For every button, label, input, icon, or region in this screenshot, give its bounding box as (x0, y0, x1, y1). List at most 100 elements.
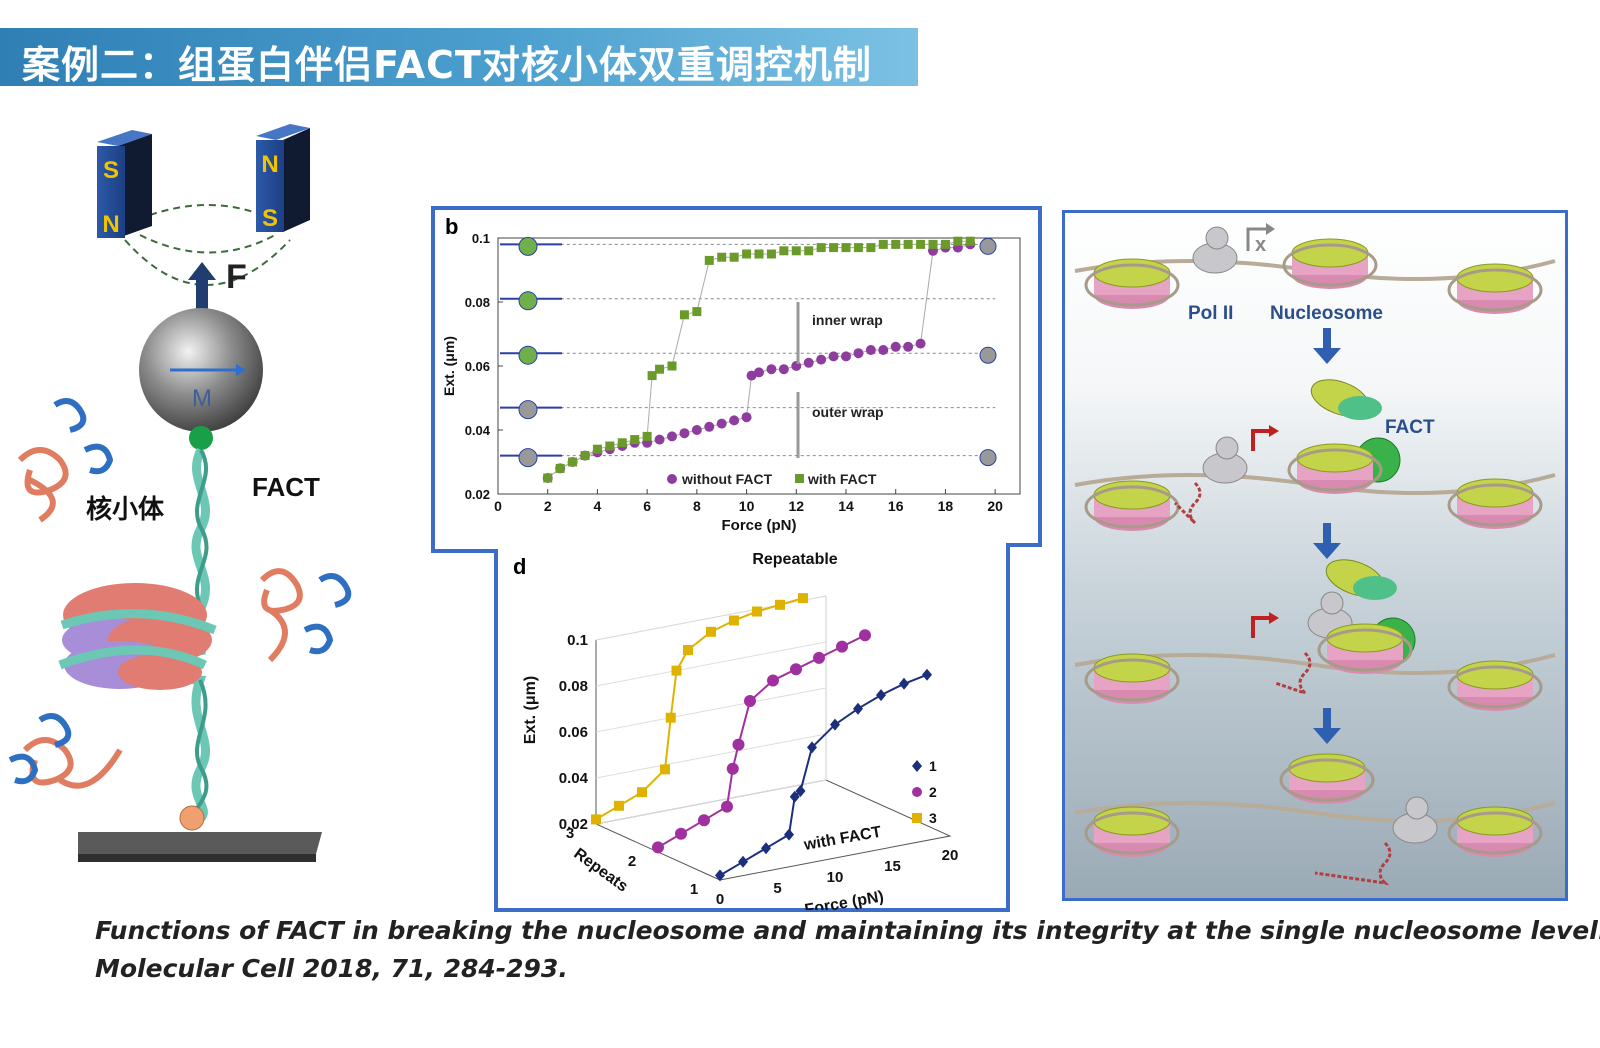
state-icon-b (979, 449, 997, 467)
tss-arrow (1251, 616, 1271, 638)
data-point-without-fact (878, 345, 889, 355)
step-arrow-head (1313, 348, 1341, 364)
nucleosome-r3b-top (1326, 623, 1404, 653)
fact-label: FACT (252, 472, 320, 502)
fact-subunit-2 (1353, 576, 1397, 600)
caption-line-2: Molecular Cell 2018, 71, 284-293. (95, 954, 568, 983)
x-tick-label-b: 14 (838, 498, 854, 514)
step-arrow-shaft (1323, 708, 1331, 730)
legend-label-with-fact: with FACT (807, 471, 877, 487)
data-point-repeat-1 (830, 718, 840, 731)
data-point-repeat-3 (591, 814, 601, 825)
inner-wrap-label: inner wrap (812, 312, 883, 328)
legend-label-without-fact: without FACT (681, 471, 773, 487)
z-tick-label-d: 0.02 (559, 816, 588, 833)
data-point-without-fact (915, 338, 926, 349)
tss-arrow (1251, 429, 1271, 451)
legend-marker-d (912, 760, 922, 772)
x-tick-label-d: 20 (942, 847, 959, 864)
data-point-without-fact (778, 364, 789, 375)
nucleosome-r3a-dna-wrap (1084, 658, 1180, 702)
nucleosome-r3c-top (1456, 660, 1534, 690)
data-point-with-fact (903, 239, 913, 249)
data-point-without-fact (791, 361, 802, 371)
outer-wrap-label: outer wrap (812, 404, 884, 420)
data-point-with-fact (940, 239, 950, 249)
rna-transcript (1314, 841, 1392, 886)
data-point-with-fact (617, 438, 627, 448)
step-arrow-head (1313, 728, 1341, 744)
data-point-repeat-2 (732, 738, 745, 751)
repeat-tick-label-d: 2 (628, 853, 636, 870)
nucleosome-r4b-top (1288, 753, 1366, 783)
data-point-with-fact (647, 371, 657, 381)
data-point-with-fact (729, 252, 739, 262)
nucleosome-r3c-dna-wrap (1447, 665, 1543, 709)
series-line-d (657, 634, 866, 849)
data-point-repeat-1 (853, 702, 863, 715)
data-point-without-fact (890, 341, 901, 352)
legend-label-d: 1 (929, 758, 937, 774)
data-point-without-fact (746, 370, 757, 381)
magnet-right-top-pole: N (261, 151, 278, 178)
nucleosome-r4a-dna-wrap (1084, 811, 1180, 855)
tweezers-svg: S N N S F M (8, 124, 352, 862)
data-point-without-fact (679, 428, 690, 439)
x-tick-label-b: 0 (494, 498, 502, 514)
nucleosome-icon-b (518, 400, 538, 420)
grid-line-d (595, 687, 827, 733)
data-point-repeat-2 (652, 841, 664, 854)
nucleosome-r3b-dna-wrap (1317, 628, 1413, 672)
data-point-without-fact (803, 357, 814, 368)
x-tick-label-b: 2 (544, 498, 552, 514)
data-point-with-fact (754, 249, 764, 259)
data-point-with-fact (816, 243, 826, 253)
mechanism-svg: x Pol II Nucleosome FACT (1074, 223, 1556, 886)
tss-arrow-head (1269, 425, 1279, 437)
nucleosome-r1a-top (1093, 258, 1171, 288)
x-tick-label-b: 12 (788, 498, 804, 514)
data-point-without-fact (865, 345, 876, 355)
fact-subunit-2 (1338, 396, 1382, 420)
x-tick-label-b: 4 (594, 498, 602, 514)
banner-title: 案例二：组蛋白伴侣FACT对核小体双重调控机制 (22, 43, 872, 87)
state-icon-b (979, 346, 997, 364)
data-point-with-fact (878, 239, 888, 249)
data-point-with-fact (543, 473, 553, 483)
data-point-with-fact (804, 246, 814, 256)
nucleosome-structure (58, 583, 217, 690)
pol-ii-head (1215, 436, 1239, 460)
x-tick-label-b: 8 (693, 498, 701, 514)
data-point-with-fact (779, 246, 789, 256)
data-point-with-fact (791, 246, 801, 256)
data-point-repeat-1 (715, 869, 725, 882)
pol-label: Pol II (1188, 303, 1233, 324)
data-point-with-fact (717, 252, 727, 262)
data-point-repeat-1 (738, 855, 748, 868)
data-point-with-fact (965, 236, 975, 246)
data-point-with-fact (916, 239, 926, 249)
magnet-left: S N (97, 130, 152, 238)
data-point-without-fact (729, 415, 740, 426)
data-point-without-fact (841, 351, 851, 362)
magnet-right-bottom-pole: S (262, 205, 278, 232)
y-tick-label-b: 0.08 (465, 295, 490, 310)
data-point-repeat-3 (775, 599, 785, 610)
fact-mech-label: FACT (1385, 417, 1435, 438)
data-point-without-fact (853, 348, 864, 359)
nucleosome-icon-b (518, 236, 538, 256)
fact-protein-2 (259, 568, 352, 663)
grid-line-d (595, 733, 827, 779)
data-point-with-fact (891, 239, 901, 249)
panel-b-chart: 0 2 4 6 8 10 12 14 16 18 20 0.02 0.04 0.06 0.08 0.1 Forc… (441, 231, 1021, 534)
nucleosome-r1b-top (1291, 238, 1369, 268)
data-point-repeat-3 (752, 606, 762, 617)
data-point-repeat-2 (767, 674, 779, 687)
nucleosome-r2c-dna-wrap (1447, 483, 1543, 527)
tss-arrow-head (1269, 612, 1279, 624)
data-point-without-fact (754, 367, 764, 378)
data-point-repeat-3 (614, 800, 624, 811)
data-point-repeat-2 (698, 814, 710, 827)
repeat-tick-label-d: 3 (566, 825, 574, 842)
legend-marker-d (912, 787, 922, 797)
